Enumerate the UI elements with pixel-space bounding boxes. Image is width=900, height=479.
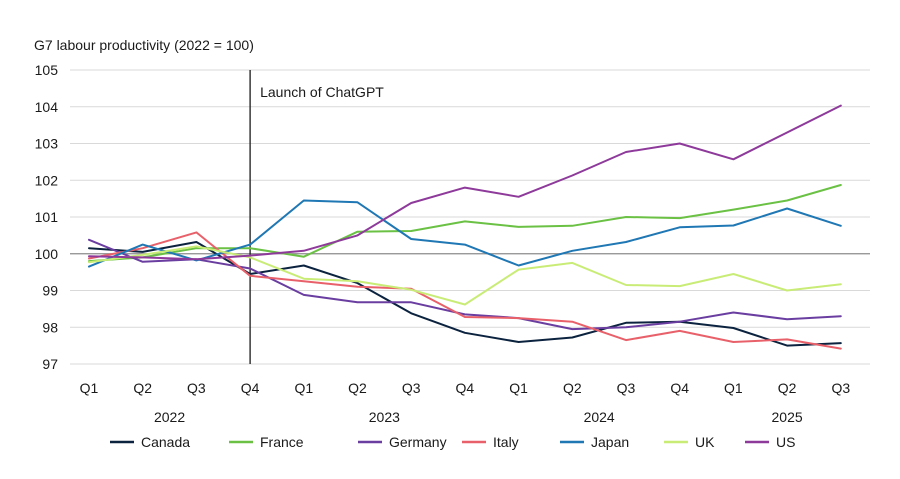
chatgpt-launch-label: Launch of ChatGPT: [260, 84, 384, 100]
legend-label-us: US: [776, 434, 795, 450]
x-tick-label: Q1: [509, 380, 528, 396]
x-year-label: 2023: [369, 409, 400, 425]
legend-label-japan: Japan: [591, 434, 629, 450]
legend-label-uk: UK: [695, 434, 715, 450]
y-tick-label: 102: [35, 172, 59, 188]
series-line-italy: [88, 231, 842, 350]
x-tick-label: Q3: [187, 380, 206, 396]
y-tick-label: 99: [42, 283, 58, 299]
y-tick-label: 98: [42, 319, 58, 335]
x-tick-label: Q2: [133, 380, 152, 396]
x-tick-label: Q3: [402, 380, 421, 396]
legend-label-canada: Canada: [141, 434, 190, 450]
y-tick-label: 105: [35, 62, 59, 78]
series-line-canada: [88, 241, 842, 347]
y-tick-label: 100: [35, 246, 59, 262]
x-tick-label: Q3: [617, 380, 636, 396]
chart-title: G7 labour productivity (2022 = 100): [34, 37, 254, 53]
x-year-label: 2022: [154, 409, 185, 425]
x-tick-label: Q2: [563, 380, 582, 396]
y-tick-label: 101: [35, 209, 59, 225]
y-tick-label: 97: [42, 356, 58, 372]
gridlines: [70, 69, 870, 365]
legend-label-italy: Italy: [493, 434, 519, 450]
series-line-germany: [88, 238, 842, 331]
x-year-label: 2025: [772, 409, 803, 425]
x-tick-label: Q1: [294, 380, 313, 396]
y-tick-label: 104: [35, 99, 59, 115]
y-axis: 97 98 99 100 101 102 103 104 105: [35, 62, 59, 372]
series-line-us: [88, 104, 842, 261]
x-tick-label: Q3: [831, 380, 850, 396]
x-tick-label: Q4: [456, 380, 475, 396]
x-tick-label: Q4: [241, 380, 260, 396]
annotation: Launch of ChatGPT: [249, 70, 384, 364]
legend-label-germany: Germany: [389, 434, 447, 450]
series-line-japan: [88, 199, 842, 268]
series: [88, 104, 842, 350]
x-tick-label: Q2: [778, 380, 797, 396]
series-line-uk: [88, 245, 842, 306]
y-tick-label: 103: [35, 136, 59, 152]
legend: Canada France Germany Italy Japan UK US: [110, 434, 795, 450]
series-line-france: [88, 184, 842, 263]
x-tick-label: Q2: [348, 380, 367, 396]
x-tick-label: Q1: [80, 380, 99, 396]
x-tick-label: Q4: [670, 380, 689, 396]
x-tick-label: Q1: [724, 380, 743, 396]
legend-label-france: France: [260, 434, 304, 450]
x-year-label: 2024: [584, 409, 615, 425]
